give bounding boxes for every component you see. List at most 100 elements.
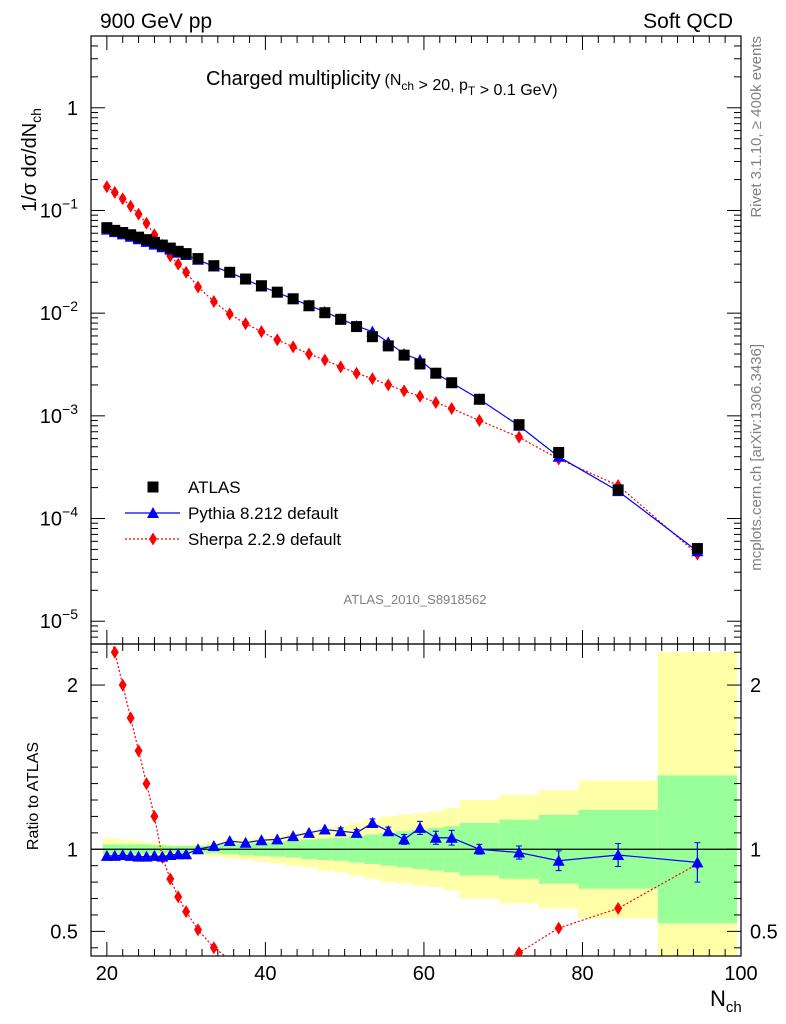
data-point xyxy=(382,825,395,837)
data-point xyxy=(182,905,191,919)
data-point xyxy=(194,280,203,294)
data-point xyxy=(552,854,565,866)
data-point xyxy=(110,185,119,199)
y-tick-label: 10−3 xyxy=(40,401,78,428)
y-tick-label: 10−2 xyxy=(40,298,78,325)
data-point xyxy=(398,833,411,845)
data-point xyxy=(148,236,160,248)
text-run: 10 xyxy=(40,509,62,531)
data-point xyxy=(124,849,137,861)
legend: ATLAS Pythia 8.212 default Sherpa 2.2.9 de… xyxy=(125,478,341,549)
data-point xyxy=(271,286,283,298)
data-point xyxy=(336,360,345,374)
x-tick-label: 40 xyxy=(254,963,276,985)
subscript: ch xyxy=(28,108,44,123)
data-point xyxy=(209,294,218,308)
data-point xyxy=(240,273,252,285)
data-point xyxy=(134,744,143,758)
data-point xyxy=(366,816,379,828)
superscript: −1 xyxy=(62,195,78,211)
data-point xyxy=(172,245,184,257)
data-point xyxy=(208,260,220,272)
data-point xyxy=(180,848,193,860)
data-point xyxy=(225,307,234,321)
data-point xyxy=(691,856,704,868)
y-tick-label: 10−4 xyxy=(40,504,78,531)
plot-title-main: Charged multiplicity xyxy=(206,68,381,90)
y-tick-label: 10−5 xyxy=(40,606,78,633)
data-point xyxy=(304,347,313,361)
process-label: Soft QCD xyxy=(643,10,733,33)
data-point xyxy=(257,325,266,339)
y-tick-label: 10−1 xyxy=(40,195,78,222)
superscript: −3 xyxy=(62,401,78,417)
text-run: > 0.1 GeV) xyxy=(475,82,557,99)
data-point xyxy=(352,366,361,380)
main-y-axis-label: 1/σ dσ/dNch xyxy=(19,108,44,212)
data-point xyxy=(271,833,284,845)
text-run: > 20, p xyxy=(414,77,468,94)
data-point xyxy=(691,543,703,555)
data-point xyxy=(335,313,347,325)
data-point xyxy=(289,340,298,354)
superscript: −4 xyxy=(62,504,78,520)
subscript: ch xyxy=(401,79,414,93)
data-point xyxy=(241,317,250,331)
data-point xyxy=(192,253,204,265)
data-point xyxy=(140,234,152,246)
data-point xyxy=(614,901,623,915)
data-point xyxy=(224,266,236,278)
rivet-version-label: Rivet 3.1.10, ≥ 400k events xyxy=(748,36,765,218)
data-point xyxy=(473,393,485,405)
data-point xyxy=(180,248,192,260)
data-point xyxy=(398,349,410,361)
data-point xyxy=(350,826,363,838)
data-point xyxy=(413,821,426,833)
data-point xyxy=(156,239,168,251)
text-run: 10 xyxy=(40,406,62,428)
subscript: T xyxy=(468,84,476,98)
series-line xyxy=(509,863,698,956)
ratio-data-series xyxy=(100,613,704,956)
data-point xyxy=(473,843,486,855)
data-point xyxy=(515,430,524,444)
data-point xyxy=(384,378,393,392)
data-point xyxy=(103,613,111,626)
legend-entry: ATLAS xyxy=(147,478,241,497)
text-run: 1/σ dσ/dN xyxy=(19,123,41,212)
data-point xyxy=(334,825,347,837)
superscript: −2 xyxy=(62,298,78,314)
data-point xyxy=(513,419,525,431)
y-tick-label-left: 1 xyxy=(67,839,78,861)
y-tick-label-left: 0.5 xyxy=(50,921,78,943)
data-point xyxy=(174,257,183,271)
data-point xyxy=(223,835,236,847)
data-point xyxy=(366,331,378,343)
data-point xyxy=(320,353,329,367)
y-tick-label-left: 2 xyxy=(67,675,78,697)
data-point xyxy=(303,300,315,312)
y-tick-label-right: 0.5 xyxy=(750,921,778,943)
energy-label: 900 GeV pp xyxy=(100,10,212,33)
data-point xyxy=(302,826,315,838)
data-point xyxy=(100,849,113,861)
ratio-y-axis-label: Ratio to ATLAS xyxy=(25,742,42,850)
data-point xyxy=(612,849,625,861)
data-point xyxy=(287,293,299,305)
ratio-axes-ticks: 0.5 0.5 1 1 2 2 20 40 60 80 100 xyxy=(50,644,778,985)
legend-marker xyxy=(149,532,157,546)
ratio-clip-group xyxy=(100,613,704,956)
data-point xyxy=(475,414,484,428)
legend-label: Pythia 8.212 default xyxy=(188,504,339,523)
plot-title: Charged multiplicity (Nch > 20, pT > 0.1 … xyxy=(206,68,558,99)
y-tick-label-right: 1 xyxy=(750,839,761,861)
data-point xyxy=(273,333,282,347)
y-tick-label: 1 xyxy=(67,98,78,120)
data-point xyxy=(118,678,127,692)
main-y-axis-ticks: 110−110−210−310−410−5 xyxy=(40,35,742,645)
data-point xyxy=(118,192,127,206)
legend-label: ATLAS xyxy=(188,478,241,497)
x-axis-label: Nch xyxy=(710,986,742,1016)
data-point xyxy=(142,216,151,230)
superscript: −5 xyxy=(62,606,78,622)
